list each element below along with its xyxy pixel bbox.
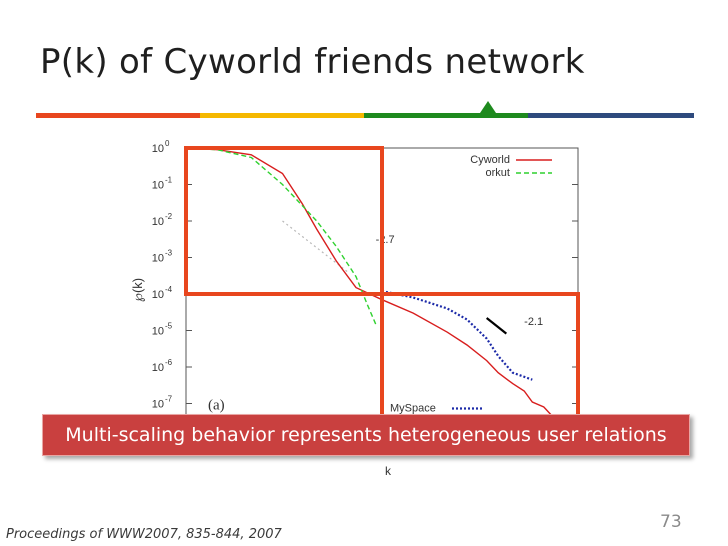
slope-annotation: -2.7 <box>376 234 395 246</box>
highlight-box-1 <box>184 146 384 296</box>
y-tick-label: 10 <box>152 289 164 301</box>
slide-title: P(k) of Cyworld friends network <box>40 42 585 82</box>
title-underline-bar <box>36 101 694 118</box>
y-tick-exponent: -4 <box>165 285 173 294</box>
citation: Proceedings of WWW2007, 835-844, 2007 <box>6 527 282 542</box>
y-tick-exponent: -2 <box>165 212 173 221</box>
page-number: 73 <box>660 512 682 532</box>
y-tick-label: 10 <box>152 399 164 411</box>
y-tick-exponent: -1 <box>165 176 173 185</box>
y-tick-label: 10 <box>152 362 164 374</box>
y-tick-exponent: -6 <box>165 358 173 367</box>
slope-annotation: -2.1 <box>524 316 543 328</box>
series-line-orkut <box>185 147 377 325</box>
x-axis-label: k <box>385 464 392 478</box>
y-tick-label: 10 <box>152 180 164 192</box>
y-tick-label: 10 <box>152 253 164 265</box>
fit-slope-line <box>485 317 508 335</box>
series-line-cyworld <box>185 147 559 424</box>
y-tick-exponent: -7 <box>165 395 173 404</box>
y-axis-label: ℘(k) <box>130 278 145 302</box>
caption-banner: Multi-scaling behavior represents hetero… <box>42 414 690 456</box>
legend-label-cyworld: Cyworld <box>470 154 510 166</box>
y-tick-label: 10 <box>152 326 164 338</box>
title-bar-segment-yellow <box>200 113 364 118</box>
panel-label: (a) <box>208 398 225 414</box>
series-line-myspace <box>381 290 533 381</box>
y-tick-exponent: -3 <box>165 249 173 258</box>
y-tick-exponent: -5 <box>165 322 173 331</box>
y-tick-exponent: 0 <box>165 139 170 148</box>
legend-label-myspace: MySpace <box>390 403 436 415</box>
y-tick-label: 10 <box>152 216 164 228</box>
fit-slope-line <box>282 220 349 273</box>
y-tick-label: 10 <box>152 143 164 155</box>
legend-label-orkut: orkut <box>486 167 510 179</box>
title-bar-segment-navy <box>528 113 694 118</box>
triangle-marker-icon <box>480 101 496 113</box>
title-bar-segment-orange <box>36 113 200 118</box>
title-bar-segment-green <box>364 113 528 118</box>
